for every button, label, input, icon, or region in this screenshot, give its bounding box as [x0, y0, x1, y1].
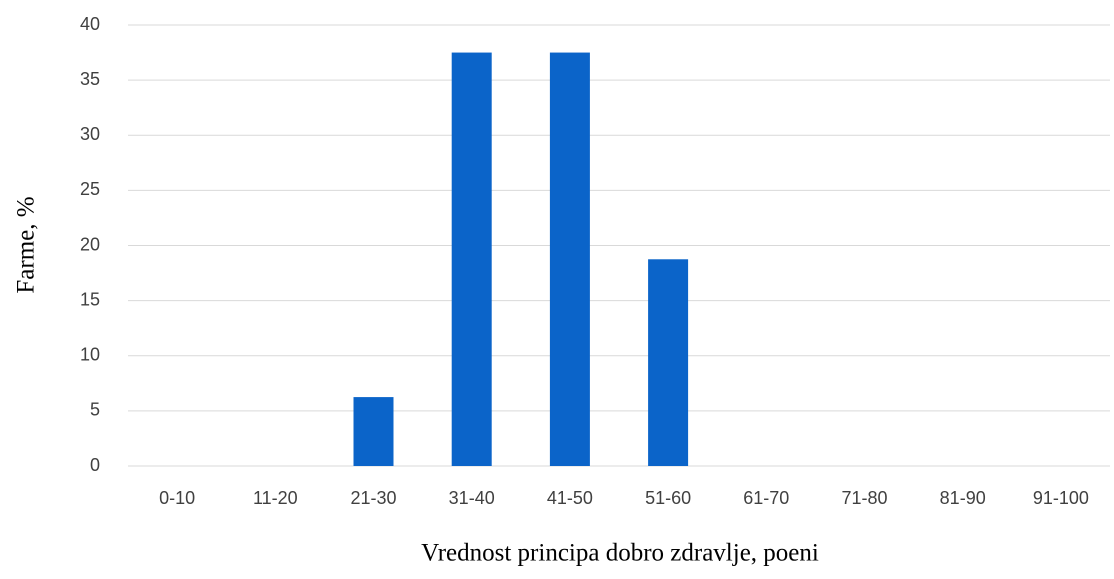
- y-tick-label: 25: [80, 179, 100, 199]
- x-tick-label: 11-20: [253, 488, 298, 508]
- bar: [648, 259, 689, 466]
- x-tick-label: 21-30: [350, 488, 396, 508]
- x-tick-label: 91-100: [1033, 488, 1089, 508]
- y-tick-label: 0: [90, 455, 100, 475]
- x-tick-label: 41-50: [547, 488, 593, 508]
- bar: [451, 52, 492, 466]
- x-tick-label: 0-10: [159, 488, 195, 508]
- y-tick-label: 20: [80, 234, 100, 254]
- x-tick-label: 31-40: [449, 488, 495, 508]
- x-tick-label: 61-70: [743, 488, 789, 508]
- y-tick-label: 5: [90, 400, 100, 420]
- bar: [353, 397, 394, 466]
- x-axis-title: Vrednost principa dobro zdravlje, poeni: [421, 540, 819, 567]
- y-tick-label: 15: [80, 289, 100, 309]
- y-tick-label: 40: [80, 14, 100, 34]
- y-axis-title: Farme, %: [13, 196, 40, 293]
- x-tick-label: 51-60: [645, 488, 691, 508]
- x-tick-label: 71-80: [841, 488, 887, 508]
- x-tick-label: 81-90: [940, 488, 986, 508]
- y-tick-label: 10: [80, 345, 100, 365]
- y-tick-label: 35: [80, 69, 100, 89]
- bar: [549, 52, 590, 466]
- y-tick-label: 30: [80, 124, 100, 144]
